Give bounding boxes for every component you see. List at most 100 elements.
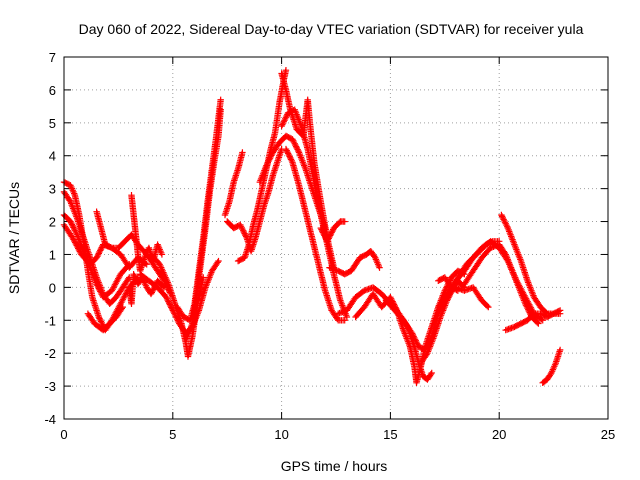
- data-point-segment: [84, 310, 97, 326]
- data-point-segment: [413, 364, 424, 386]
- data-point-segment: [496, 241, 508, 257]
- data-point-segment: [524, 311, 537, 324]
- data-point-segment: [278, 111, 291, 130]
- data-point-segment: [469, 256, 484, 275]
- data-point-segment: [271, 101, 283, 136]
- data-point-segment: [478, 297, 491, 310]
- data-point-segment: [469, 245, 484, 261]
- data-point-segment: [348, 262, 358, 275]
- data-point-segment: [330, 219, 343, 232]
- data-point-segment: [86, 264, 100, 286]
- data-point-segment: [174, 303, 186, 319]
- data-marks: [60, 66, 564, 386]
- data-point-segment: [282, 86, 294, 112]
- y-tick-label: 4: [49, 149, 56, 164]
- y-tick-label: -1: [44, 313, 56, 328]
- data-point-segment: [102, 241, 114, 251]
- x-tick-labels: 0 5 10 15 20 25: [60, 427, 615, 442]
- data-point-segment: [352, 288, 367, 301]
- data-point-segment: [289, 159, 302, 187]
- data-point-segment: [97, 224, 109, 247]
- data-point-segment: [154, 277, 167, 290]
- data-point-segment: [441, 274, 454, 290]
- series-trace-12: [221, 149, 246, 219]
- data-point-segment: [147, 251, 162, 267]
- y-tick-label: -4: [44, 412, 56, 427]
- data-point-segment: [548, 361, 559, 377]
- data-point: [215, 257, 222, 265]
- x-tick-label: 10: [274, 427, 288, 442]
- data-point-segment: [113, 285, 125, 301]
- data-point-segment: [461, 269, 476, 288]
- data-point-segment: [330, 271, 344, 303]
- data-point-segment: [409, 330, 422, 349]
- series-trace-13: [224, 145, 285, 255]
- series-trace-20: [326, 248, 383, 278]
- data-point-segment: [328, 307, 341, 323]
- data-point-segment: [469, 284, 484, 303]
- data-point-segment: [321, 287, 335, 312]
- data-point: [341, 317, 348, 324]
- data-point-segment: [128, 192, 137, 217]
- data-point: [282, 66, 290, 74]
- data-point-segment: [230, 222, 243, 232]
- data-point: [376, 264, 383, 271]
- data-point-segment: [317, 198, 331, 240]
- data-point-segment: [524, 277, 537, 299]
- data-point-segment: [139, 274, 150, 289]
- data-point-segment: [154, 284, 169, 300]
- data-point-segment: [400, 317, 415, 336]
- data-point-segment: [282, 132, 295, 142]
- x-tick-label: 5: [169, 427, 176, 442]
- series-trace-11: [182, 106, 224, 344]
- data-point: [556, 346, 564, 354]
- data-point-segment: [282, 145, 295, 164]
- data-point-segment: [86, 255, 99, 268]
- data-point: [556, 310, 564, 317]
- data-point-segment: [291, 106, 304, 128]
- data-point-segment: [369, 284, 384, 297]
- data-point-segment: [245, 223, 257, 248]
- plot-frame: [63, 56, 609, 420]
- data-point-segment: [304, 145, 318, 184]
- chart-title: Day 060 of 2022, Sidereal Day-to-day VTE…: [79, 21, 584, 37]
- data-point-segment: [324, 226, 337, 245]
- data-point-segment: [265, 173, 276, 196]
- series-trace-23: [382, 277, 468, 354]
- data-point-segment: [400, 326, 413, 349]
- y-tick-label: 0: [49, 280, 56, 295]
- data-point-segment: [93, 208, 104, 230]
- data-point: [217, 96, 224, 103]
- data-point-segment: [287, 106, 300, 131]
- series-trace-18: [282, 145, 348, 324]
- data-point-segment: [84, 267, 96, 299]
- data-point-segment: [406, 343, 418, 368]
- data-point-segment: [411, 343, 422, 365]
- data-point-segment: [311, 159, 324, 204]
- data-point: [217, 106, 224, 113]
- series-trace-5: [84, 303, 126, 334]
- data-point: [428, 369, 435, 377]
- data-point-segment: [269, 140, 282, 156]
- data-point-segment: [73, 231, 87, 253]
- data-point-segment: [189, 305, 200, 340]
- data-point: [341, 218, 348, 225]
- data-point-segment: [295, 182, 309, 214]
- data-point-segment: [67, 218, 80, 237]
- y-tick-label: 3: [49, 182, 56, 197]
- data-point-segment: [256, 164, 269, 186]
- data-point-segment: [71, 192, 83, 217]
- data-point-segment: [437, 299, 450, 321]
- data-point-segment: [295, 149, 309, 171]
- data-point-segment: [352, 255, 363, 268]
- series-trace-31: [435, 274, 462, 294]
- data-point: [454, 287, 462, 294]
- data-point-segment: [417, 351, 430, 367]
- data-point-segment: [113, 305, 125, 321]
- data-point: [160, 284, 168, 291]
- data-point-segment: [119, 275, 132, 291]
- data-point-segment: [130, 211, 139, 237]
- x-tick-label: 25: [601, 427, 615, 442]
- x-tick-label: 20: [492, 427, 506, 442]
